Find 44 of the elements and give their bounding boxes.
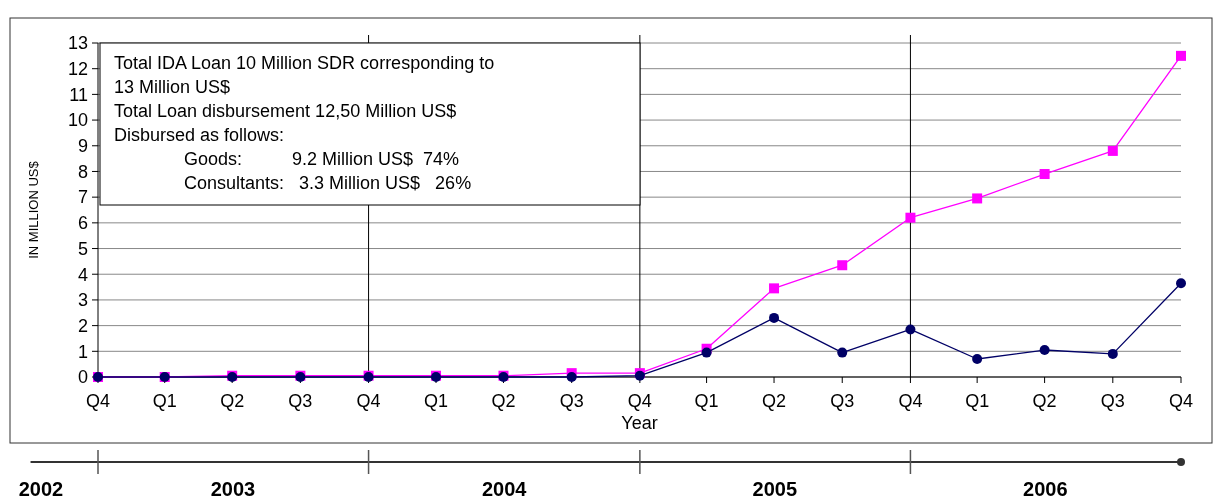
x-tick-label: Q2: [1032, 391, 1057, 411]
y-tick-label: 4: [77, 264, 88, 285]
x-tick-label: Q3: [1100, 391, 1125, 411]
x-tick-label: Q1: [694, 391, 719, 411]
x-tick-label: Q2: [220, 391, 245, 411]
x-tick-label: Q3: [559, 391, 584, 411]
y-tick-label: 11: [69, 84, 88, 105]
y-tick-label: 12: [67, 58, 88, 79]
y-tick-label: 1: [77, 341, 88, 362]
annotation: Consultants: 3.3 Million US$ 26%: [184, 173, 472, 193]
x-tick-label: Q4: [627, 391, 652, 411]
x-tick-label: Q4: [1168, 391, 1194, 411]
y-tick-label: 8: [77, 161, 88, 182]
y-tick-label: 9: [77, 136, 88, 157]
x-tick-label: Q2: [762, 391, 787, 411]
x2-tick-label: 2005: [752, 478, 798, 500]
x2-tick-label: 2004: [481, 478, 528, 500]
x-tick-label: Q1: [424, 391, 449, 411]
annotation: Total IDA Loan 10 Million SDR corresponding to: [114, 53, 495, 73]
annotation: Disbursed as follows:: [114, 125, 285, 145]
annotation: 13 Million US$: [114, 77, 231, 97]
annotation: Goods: 9.2 Million US$ 74%: [184, 149, 460, 169]
y-tick-label: 2: [77, 315, 88, 336]
x-tick-label: Q4: [85, 391, 111, 411]
y-tick-label: 5: [77, 238, 88, 259]
x-tick-label: Q2: [491, 391, 516, 411]
x2-tick-label: 2006: [1023, 478, 1068, 500]
x-tick-label: Q4: [898, 391, 923, 411]
x2-tick-label: 2003: [210, 478, 256, 500]
y-tick-label: 0: [77, 367, 88, 388]
x-axis-title: Year: [621, 413, 658, 433]
y-tick-label: 10: [67, 110, 88, 131]
y-tick-label: 6: [77, 213, 88, 234]
x-tick-label: Q1: [152, 391, 177, 411]
y-tick-label: 3: [77, 290, 88, 311]
y-tick-label: 13: [67, 33, 88, 54]
x2-tick-label: 2002: [18, 478, 64, 500]
x-tick-label: Q3: [830, 391, 855, 411]
annotation: Total Loan disbursement 12,50 Million US$: [114, 101, 457, 121]
x-tick-label: Q1: [965, 391, 990, 411]
y-tick-label: 7: [77, 187, 88, 208]
y-axis-title: IN MILLION US$: [26, 160, 41, 259]
x-tick-label: Q3: [288, 391, 313, 411]
x-tick-label: Q4: [356, 391, 381, 411]
